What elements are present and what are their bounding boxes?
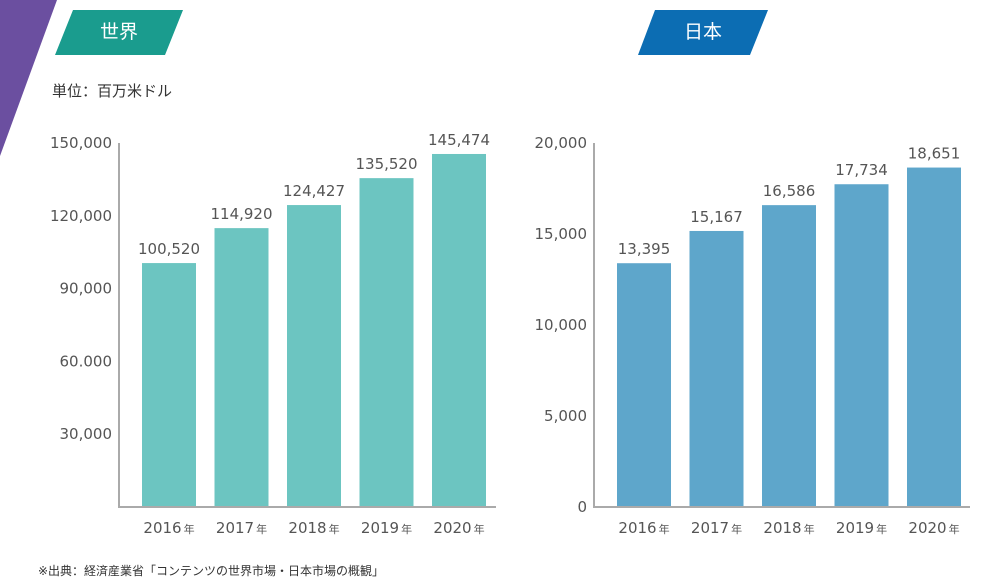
japan-data-label-2017: 15,167 [690, 208, 743, 226]
japan-x-tick-label: 2017 年 [691, 519, 742, 537]
world-tag-shape [55, 10, 183, 55]
world-bar-2020 [432, 153, 486, 507]
decorative-stripe [0, 0, 57, 156]
world-bar-2017 [214, 228, 269, 507]
year-suffix: 年 [949, 522, 960, 536]
world-x-tick-label: 2016 年 [143, 519, 194, 537]
japan-x-tick-label: 2016 年 [618, 519, 669, 537]
world-bar-2018 [287, 205, 341, 508]
world-y-tick-label: 150,000 [50, 134, 112, 152]
japan-data-label-2018: 16,586 [763, 182, 816, 200]
japan-x-tick-label: 2020 年 [908, 519, 959, 537]
japan-chart: 13,395 2016 年 15,167 2017 年 16,586 2018 年 17,734 2… [535, 134, 970, 537]
japan-chart-title-tag: 日本 [638, 10, 768, 55]
year-suffix: 年 [731, 522, 742, 536]
world-bar-2019 [359, 178, 414, 508]
unit-label: 単位：百万米ドル [52, 82, 173, 100]
world-y-tick-label: 120,000 [50, 207, 112, 225]
japan-x-tick-label: 2019 年 [836, 519, 887, 537]
world-x-tick-label: 2019 年 [361, 519, 412, 537]
japan-data-label-2016: 13,395 [618, 240, 671, 258]
year-suffix: 年 [474, 522, 485, 536]
japan-y-tick-label: 0 [577, 498, 587, 516]
world-y-tick-label: 60.000 [60, 352, 113, 370]
world-chart: 100,520 2016 年 114,920 2017 年 124,427 2018 年 135,… [50, 131, 496, 537]
year-suffix: 年 [329, 522, 340, 536]
year-suffix: 年 [659, 522, 670, 536]
japan-x-tick-label: 2018 年 [763, 519, 814, 537]
year-suffix: 年 [184, 522, 195, 536]
japan-data-label-2019: 17,734 [835, 161, 888, 179]
world-chart-title-tag: 世界 [55, 10, 183, 55]
japan-bar-2018 [762, 205, 816, 507]
japan-data-label-2020: 18,651 [908, 145, 961, 163]
world-data-label-2016: 100,520 [138, 240, 200, 258]
world-chart-title: 世界 [99, 21, 138, 43]
japan-y-tick-label: 20,000 [535, 134, 588, 152]
japan-tag-shape [638, 10, 768, 55]
year-suffix: 年 [401, 522, 412, 536]
japan-y-tick-label: 15,000 [535, 225, 588, 243]
world-y-tick-label: 30,000 [60, 425, 113, 443]
world-y-tick-label: 90,000 [60, 280, 113, 298]
japan-bar-2017 [689, 230, 744, 507]
japan-y-tick-label: 5,000 [544, 407, 587, 425]
world-x-tick-label: 2020 年 [433, 519, 484, 537]
world-x-tick-label: 2018 年 [288, 519, 339, 537]
world-x-tick-label: 2017 年 [216, 519, 267, 537]
year-suffix: 年 [876, 522, 887, 536]
japan-y-tick-label: 10,000 [535, 316, 588, 334]
source-note: ※出典：経済産業省「コンテンツの世界市場・日本市場の概観」 [38, 564, 385, 578]
japan-bar-2016 [617, 263, 671, 507]
world-data-label-2018: 124,427 [283, 182, 345, 200]
world-data-label-2019: 135,520 [355, 155, 417, 173]
japan-chart-title: 日本 [683, 21, 722, 43]
world-data-label-2020: 145,474 [428, 131, 490, 149]
year-suffix: 年 [256, 522, 267, 536]
japan-bar-2020 [907, 167, 961, 507]
world-bar-2016 [142, 263, 196, 507]
year-suffix: 年 [804, 522, 815, 536]
world-data-label-2017: 114,920 [210, 205, 272, 223]
japan-bar-2019 [834, 184, 889, 507]
